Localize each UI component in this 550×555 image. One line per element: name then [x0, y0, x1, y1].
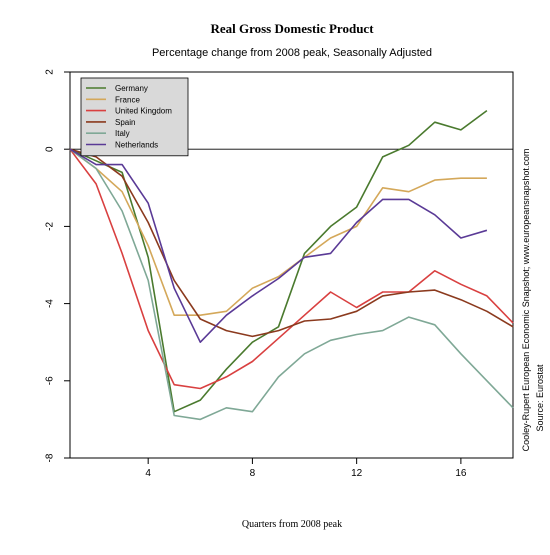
y-tick-label: -4: [45, 299, 56, 308]
y-tick-label: 0: [45, 146, 56, 152]
legend-label: Netherlands: [115, 141, 158, 150]
x-tick-label: 16: [455, 468, 467, 479]
x-tick-label: 8: [250, 468, 256, 479]
source-text: Source: Eurostat: [535, 364, 545, 432]
legend-box: [80, 77, 189, 157]
legend-label: Italy: [115, 129, 130, 138]
legend-label: Germany: [115, 84, 148, 93]
series-line-united-kingdom: [69, 148, 514, 390]
legend: Germany France United Kingdom Spain Italy Net…: [80, 77, 189, 157]
series-line-italy: [69, 148, 514, 421]
legend-label: United Kingdom: [115, 107, 172, 116]
y-tick-label: -6: [45, 376, 56, 385]
legend-label: Spain: [115, 118, 135, 127]
chart-subtitle: Percentage change from 2008 peak, Season…: [152, 47, 432, 59]
series-line-spain: [69, 148, 514, 338]
y-tick-label: -8: [45, 453, 56, 462]
series-line-france: [69, 148, 487, 317]
y-tick-label: 2: [45, 69, 56, 75]
y-tick-label: -2: [45, 222, 56, 231]
credit-text: Cooley-Rupert European Economic Snapshot…: [521, 149, 531, 452]
x-tick-label: 12: [351, 468, 363, 479]
x-axis-label: Quarters from 2008 peak: [242, 519, 342, 530]
x-tick-label: 4: [145, 468, 151, 479]
chart-title: Real Gross Domestic Product: [210, 21, 374, 36]
legend-label: France: [115, 95, 140, 104]
plot-frame: [69, 71, 514, 459]
series-line-netherlands: [69, 148, 488, 344]
